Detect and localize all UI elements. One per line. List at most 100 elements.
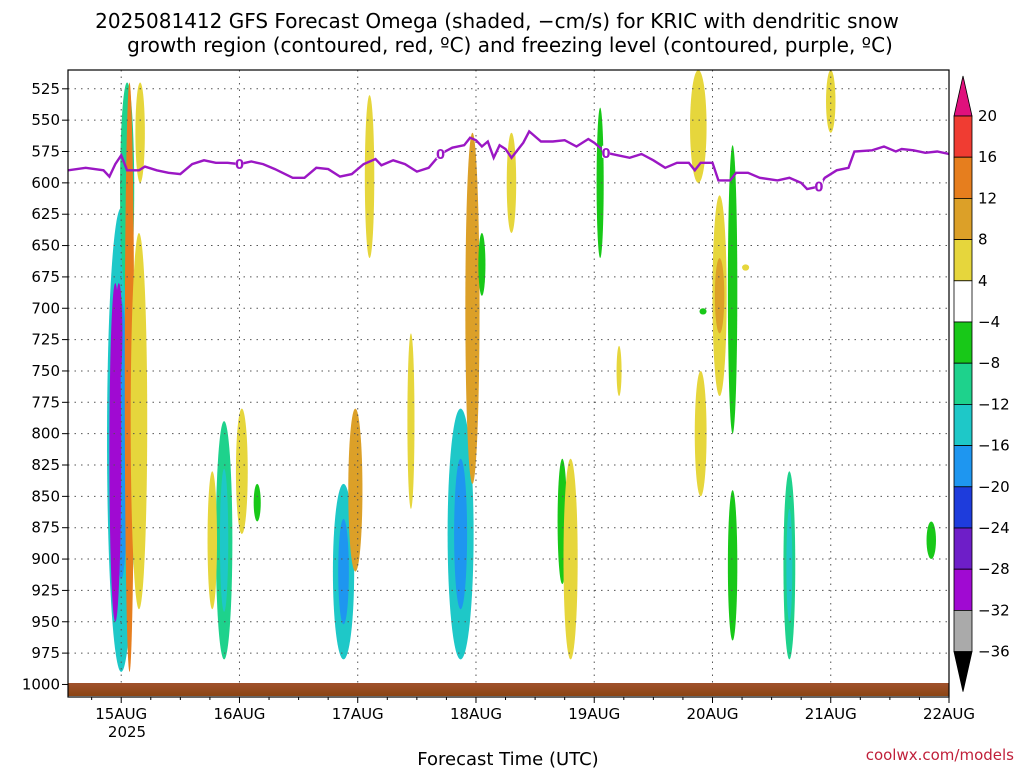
y-tick-label: 775 [31, 393, 60, 411]
freezing-level-label: 0 [235, 158, 244, 173]
colorbar-swatch [953, 280, 973, 323]
colorbar-swatch [953, 115, 973, 158]
colorbar-label: 12 [978, 189, 997, 207]
omega-region [130, 233, 148, 610]
y-tick-label: 950 [31, 613, 60, 631]
omega-region [563, 458, 578, 660]
y-tick-label: 850 [31, 487, 60, 505]
freezing-level-line [68, 129, 949, 191]
y-tick-label: 975 [31, 644, 60, 662]
y-tick-label: 625 [31, 205, 60, 223]
omega-region [124, 82, 135, 672]
freezing-label-bg [602, 145, 611, 158]
omega-region [714, 258, 725, 334]
omega-region [926, 521, 936, 560]
colorbar-label: −36 [978, 643, 1010, 661]
y-tick-label: 650 [31, 237, 60, 255]
colorbar-label: −8 [978, 354, 1000, 372]
freezing-level-label: 0 [436, 148, 445, 163]
colorbar-swatch [953, 197, 973, 240]
y-tick-label: 925 [31, 581, 60, 599]
x-tick-label: 21AUG [805, 705, 857, 723]
omega-region [699, 308, 707, 315]
y-tick-label: 750 [31, 362, 60, 380]
freezing-label-bg [436, 147, 445, 160]
omega-region [207, 471, 218, 610]
y-tick-label: 800 [31, 425, 60, 443]
omega-region-core [454, 458, 468, 610]
freezing-level-labels: 0 0 0 0 [235, 145, 823, 196]
y-tick-label: 875 [31, 519, 60, 537]
colorbar-label: −4 [978, 313, 1000, 331]
omega-region-core [219, 468, 229, 612]
y-tick-label: 525 [31, 80, 60, 98]
omega-region [694, 370, 707, 497]
colorbar-swatch [953, 403, 973, 446]
colorbar-label: −28 [978, 560, 1010, 578]
omega-region [135, 82, 145, 183]
x-tick-label: 16AUG [213, 705, 265, 723]
freezing-level-label: 0 [602, 147, 611, 162]
plot-frame [67, 69, 950, 698]
colorbar-label: 4 [978, 272, 988, 290]
y-tick-label: 825 [31, 456, 60, 474]
colorbar-swatch [953, 445, 973, 488]
y-tick-label: 700 [31, 299, 60, 317]
colorbar-label: −24 [978, 519, 1010, 537]
omega-region [690, 70, 707, 183]
x-tick-label: 19AUG [568, 705, 620, 723]
omega-region [235, 408, 248, 534]
x-axis-title: Forecast Time (UTC) [417, 749, 598, 768]
colorbar-label: 16 [978, 148, 997, 166]
y-tick-label: 725 [31, 331, 60, 349]
y-tick-label: 1000 [22, 675, 60, 693]
omega-region [348, 408, 363, 572]
freezing-label-bg [235, 157, 244, 170]
freezing-level-label: 0 [814, 181, 823, 196]
omega-region [596, 107, 604, 259]
colorbar-swatch [953, 527, 973, 570]
omega-region [407, 333, 415, 509]
ground-strip [68, 683, 949, 696]
colorbar-swatch [953, 610, 973, 653]
x-tick-label: 20AUG [687, 705, 739, 723]
colorbar-label: −16 [978, 437, 1010, 455]
colorbar: 20 16 12 8 4 −4 −8 −12 −16 −20 −24 −28 −32 −36 [953, 75, 1010, 692]
omega-region-core [338, 518, 349, 625]
x-tick-label: 22AUG [923, 705, 975, 723]
omega-region [742, 264, 750, 271]
y-tick-label: 675 [31, 268, 60, 286]
omega-region-core [116, 303, 121, 364]
x-year-label: 2025 [108, 723, 146, 741]
y-axis: 525 550 575 600 625 650 675 700 725 750 775 800 825 8… [22, 80, 68, 693]
x-tick-label: 15AUG [95, 705, 147, 723]
omega-region [253, 483, 261, 522]
colorbar-swatch [953, 486, 973, 529]
omega-region [727, 490, 738, 641]
omega-region [727, 145, 738, 434]
colorbar-bottom-arrow [953, 651, 973, 692]
colorbar-label: −32 [978, 601, 1010, 619]
y-tick-label: 600 [31, 174, 60, 192]
y-tick-label: 550 [31, 111, 60, 129]
y-tick-label: 900 [31, 550, 60, 568]
colorbar-swatch [953, 321, 973, 364]
colorbar-swatch [953, 156, 973, 199]
omega-region-core [112, 350, 119, 555]
omega-region [616, 345, 622, 397]
omega-shading [107, 70, 936, 672]
omega-region [478, 233, 486, 296]
colorbar-swatch [953, 568, 973, 611]
credit-link[interactable]: coolwx.com/models [866, 746, 1014, 764]
colorbar-label: 20 [978, 107, 997, 125]
colorbar-top-arrow [953, 75, 973, 117]
colorbar-swatch [953, 362, 973, 405]
x-tick-label: 17AUG [332, 705, 384, 723]
chart-title-line-2: growth region (contoured, red, ºC) and f… [127, 33, 893, 57]
chart-title-line-1: 2025081412 GFS Forecast Omega (shaded, −… [95, 9, 899, 33]
freezing-label-bg [814, 179, 823, 192]
omega-region-core [786, 508, 793, 622]
y-tick-label: 575 [31, 143, 60, 161]
